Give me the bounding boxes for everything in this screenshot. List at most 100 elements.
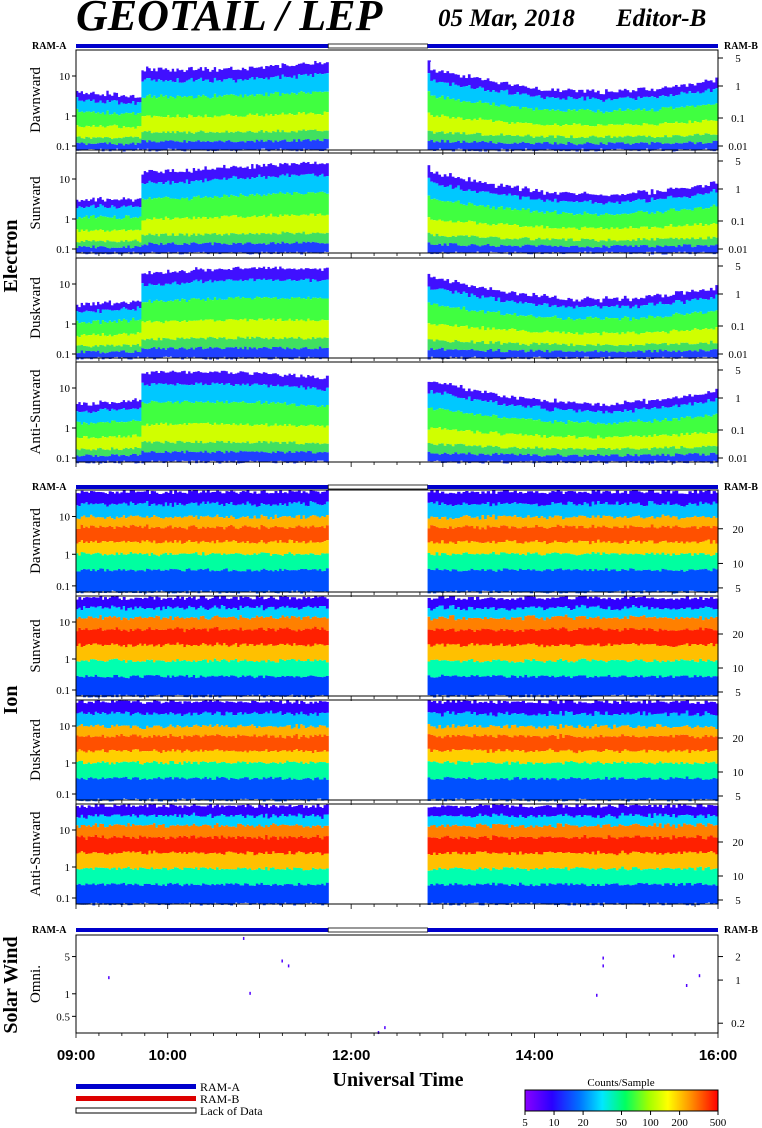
colorbar-tick-label: 5 (522, 1117, 528, 1128)
left-tick-label: 10 (59, 825, 71, 837)
left-tick-label: 0.1 (56, 893, 70, 905)
ram-a-label: RAM-A (32, 482, 67, 493)
left-tick-label: 0.1 (56, 244, 70, 256)
legend-lack-swatch (75, 1107, 197, 1114)
right-tick-label: 10 (733, 871, 745, 883)
x-tick-label: 10:00 (149, 1047, 187, 1064)
ram-a-bar (427, 928, 718, 932)
solar-wind-point (281, 959, 283, 963)
left-tick-label: 10 (59, 721, 71, 733)
panel-frame (75, 934, 719, 1034)
right-tick-label: 20 (733, 837, 745, 849)
left-tick-label: 0.5 (56, 1011, 70, 1023)
right-tick-label: 0.01 (728, 244, 747, 256)
solar-wind-point (685, 984, 688, 987)
left-tick-label: 0.1 (56, 685, 70, 697)
panel-electron-1: Sunward 10 1 0.1 5 1 0.1 0.01 (28, 152, 748, 258)
left-tick-label: 10 (59, 279, 71, 291)
right-tick-label: 0.01 (728, 453, 747, 465)
panel-label: Sunward (28, 619, 44, 673)
right-tick-label: 20 (733, 524, 745, 536)
right-tick-label: 2 (735, 952, 741, 964)
left-tick-label: 10 (59, 71, 71, 83)
lack-of-data-bar (327, 927, 428, 933)
right-tick-label: 1 (735, 81, 741, 93)
panel-ion-1: Sunward 10 1 0.1 20 10 5 (28, 595, 745, 701)
panel-electron-3: Anti-Sunward 10 1 0.1 5 1 0.1 0.01 (28, 361, 748, 467)
left-tick-label: 0.1 (56, 453, 70, 465)
left-tick-label: 1 (65, 111, 71, 123)
ram-a-bar (76, 44, 329, 48)
section-solar-wind: Solar Wind (0, 936, 22, 1033)
left-tick-label: 0.1 (56, 789, 70, 801)
right-tick-label: 0.01 (728, 141, 747, 153)
right-tick-label: 5 (735, 895, 741, 907)
right-tick-label: 1 (735, 393, 741, 405)
right-tick-label: 5 (735, 791, 741, 803)
colorbar (524, 1089, 719, 1112)
left-tick-label: 1 (65, 654, 71, 666)
left-tick-label: 10 (59, 512, 71, 524)
left-tick-label: 1 (65, 319, 71, 331)
panel-label: Sunward (28, 176, 44, 230)
left-tick-label: 1 (65, 862, 71, 874)
colorbar-tick-label: 20 (578, 1117, 590, 1128)
ram-b-label: RAM-B (724, 482, 758, 493)
panel-label: Dawnward (28, 67, 44, 133)
x-tick-label: 12:00 (332, 1047, 370, 1064)
lack-of-data-bar (327, 43, 428, 49)
right-tick-label: 10 (733, 767, 745, 779)
solar-wind-point (673, 954, 675, 958)
colorbar-tick-label: 10 (549, 1117, 561, 1128)
left-tick-label: 0.1 (56, 349, 70, 361)
legend-lack-label: Lack of Data (200, 1104, 263, 1118)
solar-wind-point (287, 964, 290, 968)
left-tick-label: 0.1 (56, 581, 70, 593)
right-tick-label: 10 (733, 663, 745, 675)
ram-a-bar (76, 928, 329, 932)
solar-wind-point (108, 976, 110, 980)
right-tick-label: 20 (733, 733, 745, 745)
ram-a-label: RAM-A (32, 41, 67, 52)
right-tick-label: 0.1 (731, 216, 745, 228)
colorbar-tick-label: 200 (671, 1117, 688, 1128)
solar-wind-point (249, 991, 251, 995)
colorbar-tick-label: 50 (616, 1117, 628, 1128)
right-tick-label: 1 (735, 184, 741, 196)
colorbar-title: Counts/Sample (587, 1077, 654, 1089)
left-tick-label: 0.1 (56, 141, 70, 153)
ram-a-bar (427, 485, 718, 489)
x-tick-label: 09:00 (57, 1047, 95, 1064)
ram-a-label: RAM-A (32, 925, 67, 936)
legend-ram-b-label: RAM-B (200, 1092, 239, 1106)
left-tick-label: 1 (65, 549, 71, 561)
colorbar-tick-label: 100 (642, 1117, 659, 1128)
page-title: GEOTAIL / LEP (76, 0, 384, 40)
left-tick-label: 5 (65, 952, 71, 964)
ram-b-label: RAM-B (724, 41, 758, 52)
panel-electron-0: RAM-A RAM-B Dawnward 10 1 0.1 5 1 0.1 0.01 (28, 41, 758, 155)
right-tick-label: 0.1 (731, 425, 745, 437)
section-ion: Ion (0, 686, 22, 715)
right-tick-label: 5 (735, 583, 741, 595)
colorbar-tick-label: 500 (710, 1117, 727, 1128)
panel-ion-0: RAM-A RAM-B Dawnward 10 1 0.1 20 10 5 (28, 482, 758, 597)
panel-label: Dawnward (28, 508, 44, 574)
panel-ion-2: Duskward 10 1 0.1 20 10 5 (28, 699, 745, 805)
lack-of-data-bar (327, 484, 428, 490)
right-tick-label: 0.2 (731, 1018, 745, 1030)
panel-label: Omni. (28, 965, 44, 1003)
right-tick-label: 1 (735, 975, 741, 987)
right-tick-label: 5 (735, 156, 741, 168)
solar-wind-point (698, 974, 701, 978)
left-tick-label: 1 (65, 423, 71, 435)
left-tick-label: 10 (59, 383, 71, 395)
panel-label: Anti-Sunward (28, 811, 44, 896)
legend-ram-a-label: RAM-A (200, 1080, 240, 1094)
right-tick-label: 5 (735, 365, 741, 377)
right-tick-label: 5 (735, 53, 741, 65)
x-axis-title: Universal Time (333, 1069, 464, 1091)
right-tick-label: 0.1 (731, 113, 745, 125)
x-tick-label: 16:00 (699, 1047, 737, 1064)
